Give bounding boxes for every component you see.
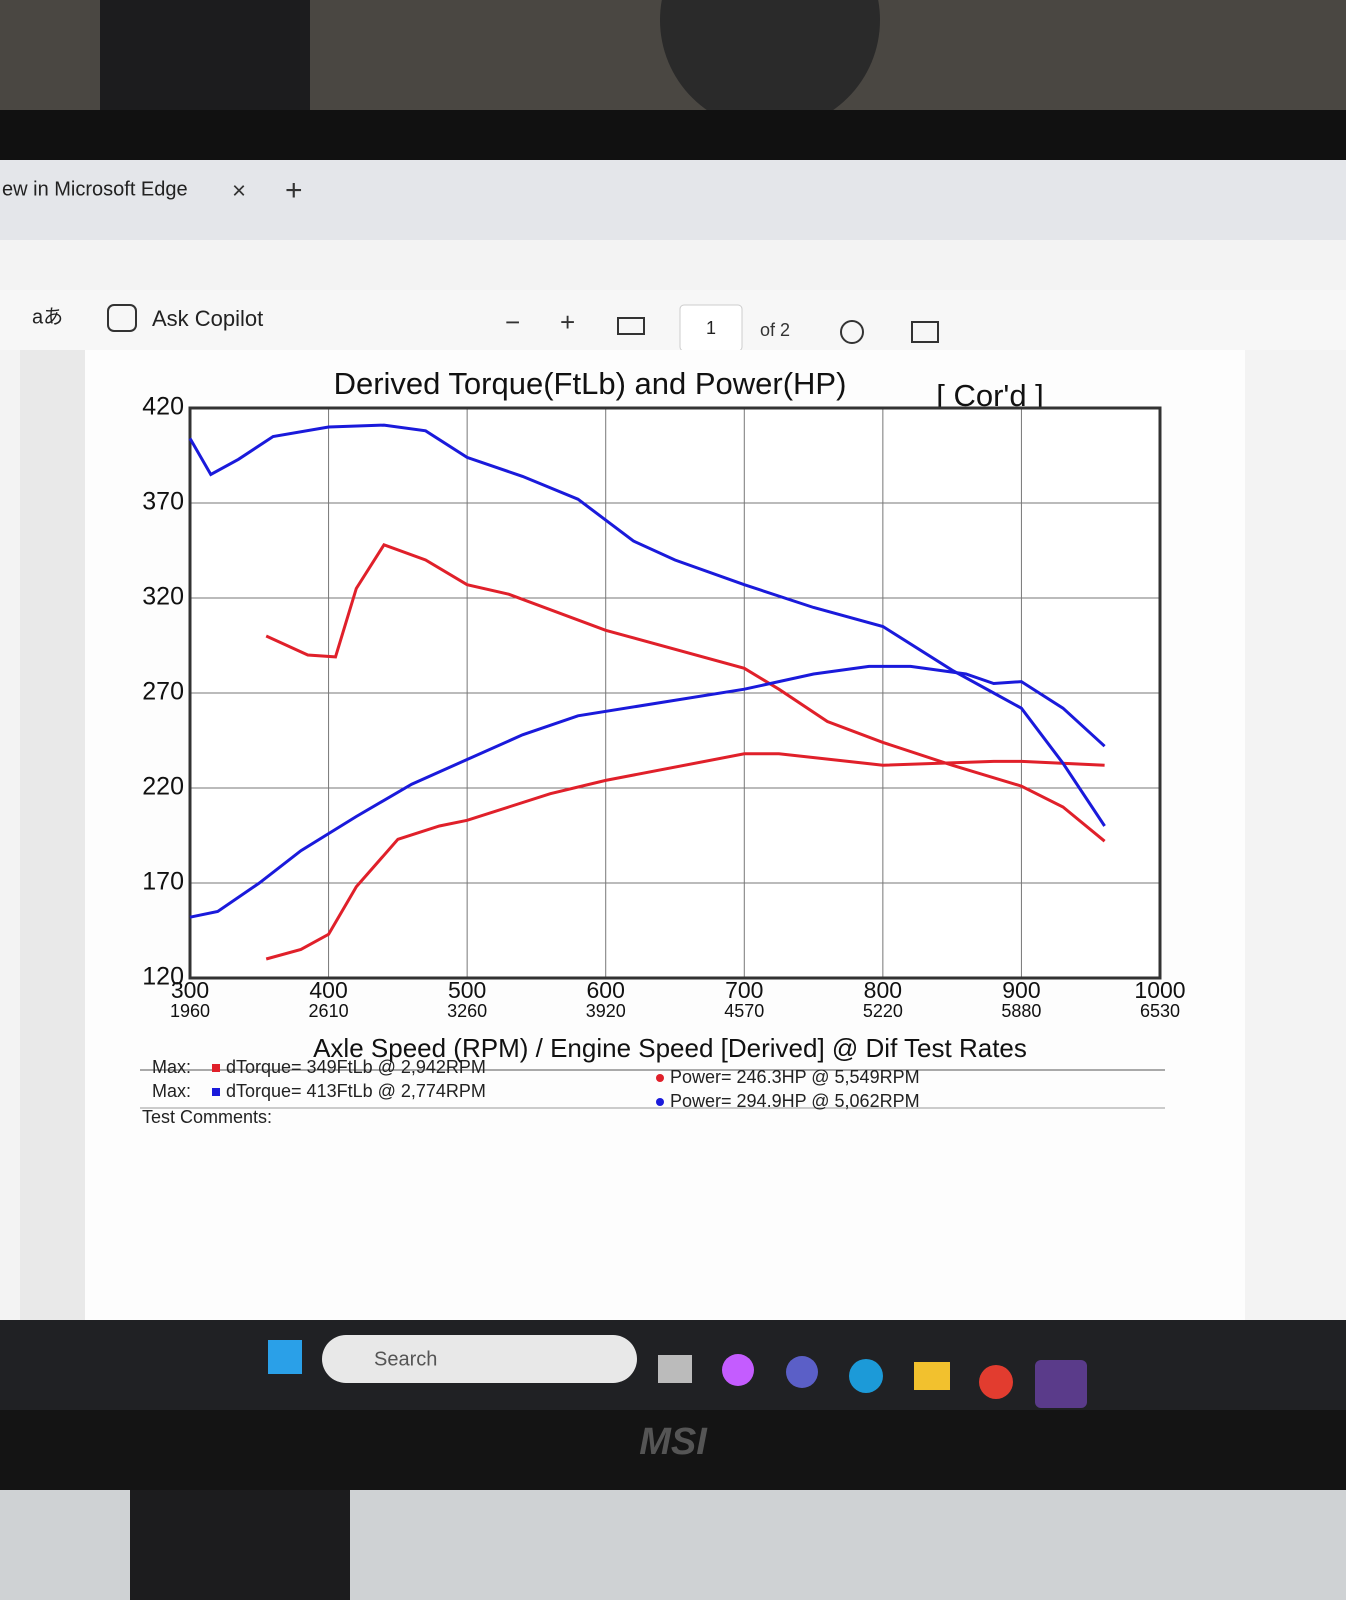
toolbar	[0, 290, 1346, 350]
x-tick-label: 900	[1002, 977, 1040, 1003]
tire	[660, 0, 880, 130]
x-tick-sublabel: 5220	[863, 1001, 903, 1021]
explorer-app[interactable]	[914, 1362, 950, 1390]
y-tick-label: 120	[142, 963, 184, 991]
rotate-button[interactable]	[840, 320, 864, 344]
x-tick-label: 800	[864, 977, 902, 1003]
chart: Derived Torque(FtLb) and Power(HP) [ Cor…	[140, 366, 1186, 1127]
stat-text: dTorque= 349FtLb @ 2,942RPM	[226, 1057, 486, 1077]
monitor-logo: MSI	[639, 1421, 708, 1463]
y-tick-label: 320	[142, 583, 184, 611]
stat-marker	[656, 1098, 664, 1106]
fit-button[interactable]	[617, 317, 645, 335]
x-tick-sublabel: 3260	[447, 1001, 487, 1021]
new-tab[interactable]: +	[285, 174, 303, 207]
x-tick-label: 500	[448, 977, 486, 1003]
page-count: of 2	[760, 320, 790, 340]
bezel-top	[0, 110, 1346, 165]
stat-label: Max:	[152, 1057, 191, 1077]
view-button[interactable]	[911, 321, 939, 343]
x-tick-label: 400	[309, 977, 347, 1003]
x-tick-sublabel: 2610	[309, 1001, 349, 1021]
series-line	[265, 542, 1106, 843]
tab-close[interactable]: ×	[232, 177, 246, 204]
x-tick-sublabel: 4570	[724, 1001, 764, 1021]
task-view[interactable]	[658, 1355, 692, 1383]
search-placeholder[interactable]: Search	[374, 1348, 437, 1370]
stat-marker	[656, 1074, 664, 1082]
stat-text: Power= 246.3HP @ 5,549RPM	[670, 1067, 920, 1087]
teams-app[interactable]	[786, 1356, 818, 1388]
series-line	[189, 664, 1106, 919]
x-tick-sublabel: 3920	[586, 1001, 626, 1021]
zoom-out[interactable]: −	[505, 307, 520, 337]
dyno-app[interactable]	[1035, 1360, 1087, 1408]
series-line	[265, 752, 1105, 961]
page-number[interactable]: 1	[706, 318, 716, 338]
y-tick-label: 270	[142, 678, 184, 706]
translate-button[interactable]: aあ	[32, 306, 63, 328]
copilot-icon[interactable]	[107, 304, 137, 332]
chrome-app[interactable]	[979, 1365, 1013, 1399]
x-tick-sublabel: 5880	[1001, 1001, 1041, 1021]
x-tick-label: 700	[725, 977, 763, 1003]
search-box[interactable]	[322, 1335, 637, 1383]
stat-text: dTorque= 413FtLb @ 2,774RPM	[226, 1081, 486, 1101]
tab-title[interactable]: ew in Microsoft Edge	[2, 178, 188, 200]
x-tick-label: 600	[587, 977, 625, 1003]
stand	[130, 1490, 350, 1600]
stat-marker	[212, 1064, 220, 1072]
stat-marker	[212, 1088, 220, 1096]
plot-frame	[188, 406, 1162, 980]
edge-app[interactable]	[849, 1359, 883, 1393]
stand	[100, 0, 310, 110]
chart-title: Derived Torque(FtLb) and Power(HP)	[334, 366, 847, 401]
comments-label: Test Comments:	[142, 1107, 272, 1127]
x-tick-sublabel: 6530	[1140, 1001, 1180, 1021]
zoom-in[interactable]: +	[560, 307, 575, 337]
x-tick-sublabel: 1960	[170, 1001, 210, 1021]
y-tick-label: 420	[142, 393, 184, 421]
tab-bar	[0, 160, 1346, 240]
x-tick-label: 300	[171, 977, 209, 1003]
x-axis-label: Axle Speed (RPM) / Engine Speed [Derived…	[313, 1033, 1027, 1063]
y-tick-label: 170	[142, 868, 184, 896]
y-tick-label: 370	[142, 488, 184, 516]
start-button[interactable]	[268, 1340, 302, 1374]
copilot-button[interactable]: Ask Copilot	[152, 306, 263, 331]
y-tick-label: 220	[142, 773, 184, 801]
stat-text: Power= 294.9HP @ 5,062RPM	[670, 1091, 920, 1111]
x-tick-label: 1000	[1134, 977, 1185, 1003]
bezel-bottom	[0, 1410, 1346, 1490]
stat-label: Max:	[152, 1081, 191, 1101]
series-line	[188, 423, 1106, 827]
copilot-app[interactable]	[722, 1354, 754, 1386]
